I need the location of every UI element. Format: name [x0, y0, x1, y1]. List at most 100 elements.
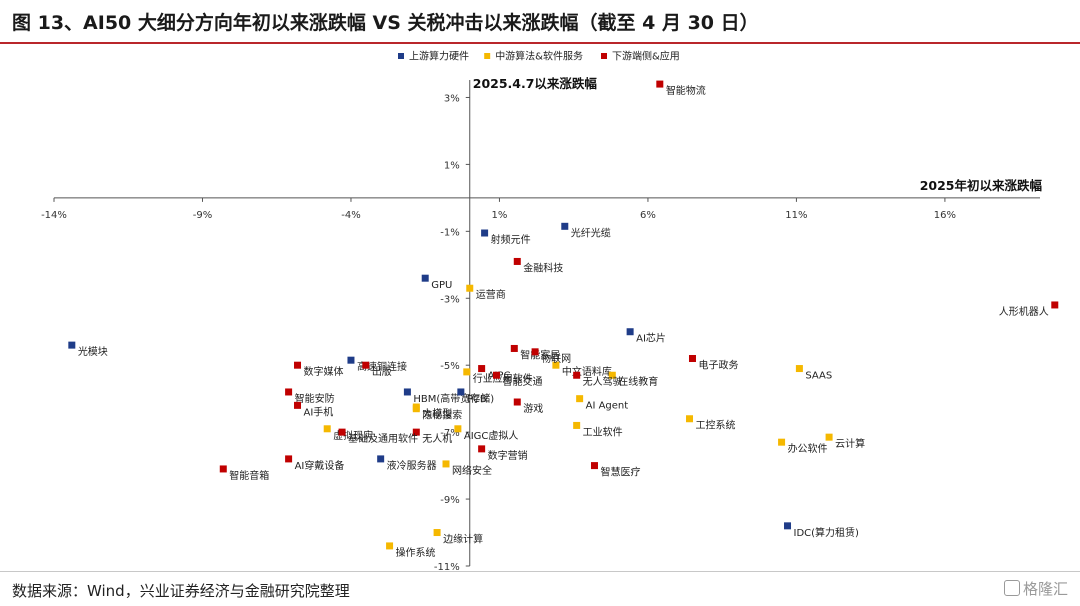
data-label: IDC(算力租赁) — [794, 526, 860, 539]
data-label: 边缘计算 — [443, 533, 483, 546]
x-tick-label: 6% — [640, 210, 656, 221]
x-tick-label: 11% — [785, 210, 807, 221]
data-point — [1051, 301, 1059, 309]
data-label: 网络安全 — [452, 464, 492, 477]
watermark-logo: 格隆汇 — [1003, 578, 1068, 599]
y-axis-title: 2025.4.7以来涨跌幅 — [473, 76, 598, 91]
data-label: 物联网 — [541, 352, 571, 365]
data-point — [377, 455, 385, 463]
data-label: 智能音箱 — [229, 469, 269, 482]
logo-text: 格隆汇 — [1022, 580, 1068, 598]
data-point — [778, 438, 786, 446]
data-label: 运营商 — [476, 288, 506, 301]
data-label: 智能交通 — [502, 375, 542, 388]
data-point — [421, 274, 429, 282]
data-label: 数字媒体 — [304, 365, 344, 378]
data-point — [386, 542, 394, 550]
data-point — [347, 356, 355, 364]
data-label: 工业软件 — [583, 425, 623, 438]
page-title: 图 13、AI50 大细分方向年初以来涨跌幅 VS 关税冲击以来涨跌幅（截至 4… — [12, 12, 759, 34]
data-point — [573, 421, 581, 429]
data-label: 电子政务 — [698, 359, 738, 372]
data-point — [463, 368, 471, 376]
data-label: 操作系统 — [396, 546, 436, 559]
data-point — [590, 462, 598, 470]
data-point — [576, 395, 584, 403]
data-point — [219, 465, 227, 473]
data-point — [552, 361, 560, 369]
data-point — [412, 403, 420, 411]
x-axis-title: 2025年初以来涨跌幅 — [920, 178, 1043, 193]
data-label: 无人机 — [422, 432, 452, 445]
data-point — [608, 371, 616, 379]
data-label: 基础及通用软件 — [348, 432, 418, 445]
data-label: 游戏 — [523, 402, 543, 415]
data-point — [285, 388, 293, 396]
data-point — [294, 401, 302, 409]
footer-divider — [0, 571, 1080, 572]
data-label: 工控系统 — [696, 419, 736, 432]
data-point — [686, 415, 694, 423]
data-point — [478, 445, 486, 453]
data-point — [403, 388, 411, 396]
data-point — [481, 229, 489, 237]
y-tick-label: -7% — [440, 428, 459, 439]
data-label: 行业应用软件 — [473, 372, 533, 385]
scatter-chart: 上游算力硬件 中游算法&软件服务 下游端侧&应用 -14% -9% -4% 1% 6% 11%… — [41, 50, 1059, 570]
x-tick-label: -14% — [41, 210, 67, 221]
data-label: 金融科技 — [523, 261, 563, 274]
data-label: 智能家居 — [520, 348, 560, 361]
data-label: 无人驾驶 — [583, 375, 623, 388]
data-point — [466, 284, 474, 292]
legend-label: 中游算法&软件服务 — [495, 50, 583, 63]
data-label: 云计算 — [835, 437, 865, 450]
data-label: 隐秘搜索 — [422, 409, 462, 422]
logo-icon — [1003, 580, 1020, 596]
y-tick-label: -3% — [440, 294, 459, 305]
data-point — [412, 428, 420, 436]
data-point — [362, 361, 370, 369]
data-label: 大模型 — [422, 407, 452, 420]
legend-label: 下游端侧&应用 — [612, 50, 680, 63]
legend-marker — [601, 53, 607, 59]
y-tick-label: -5% — [440, 361, 459, 372]
legend-label: 上游算力硬件 — [409, 50, 469, 63]
data-label: 智能安防 — [295, 392, 335, 405]
y-tick-label: -9% — [440, 495, 459, 506]
data-point — [457, 388, 465, 396]
data-point — [561, 222, 569, 230]
data-label: AI穿戴设备 — [295, 459, 345, 472]
data-point — [68, 341, 76, 349]
data-label: AI手机 — [304, 405, 334, 418]
data-point — [795, 365, 803, 373]
source-note: 数据来源：Wind，兴业证券经济与金融研究院整理 — [12, 582, 350, 600]
y-tick-label: -1% — [440, 227, 459, 238]
data-label: 人形机器人 — [999, 305, 1049, 318]
data-label: 智能物流 — [666, 84, 706, 97]
data-label: 光纤光缆 — [571, 226, 611, 239]
data-point — [573, 371, 581, 379]
data-label: 在线教育 — [618, 375, 658, 388]
data-point — [626, 328, 634, 336]
data-label: 数字营销 — [488, 449, 528, 462]
chart-axes: -14% -9% -4% 1% 6% 11% 16% 3% 1% -1% -3% -5% -7% -9% -… — [41, 76, 1042, 570]
data-label: 出版 — [372, 365, 392, 378]
data-label: 液冷服务器 — [387, 459, 437, 472]
data-point — [433, 529, 441, 537]
data-label: 智慧医疗 — [600, 466, 640, 479]
data-point — [492, 371, 500, 379]
data-point — [531, 348, 539, 356]
data-label: HBM(高带宽存储) — [413, 392, 494, 405]
data-point — [294, 361, 302, 369]
data-point — [442, 460, 450, 468]
data-point — [513, 398, 521, 406]
data-point — [285, 455, 293, 463]
y-tick-label: -11% — [434, 562, 460, 570]
data-point — [784, 522, 792, 530]
legend-marker — [484, 53, 491, 59]
data-point — [510, 344, 518, 352]
x-tick-label: 16% — [934, 210, 956, 221]
data-label: SAAS — [805, 371, 832, 382]
x-tick-label: -4% — [341, 210, 360, 221]
